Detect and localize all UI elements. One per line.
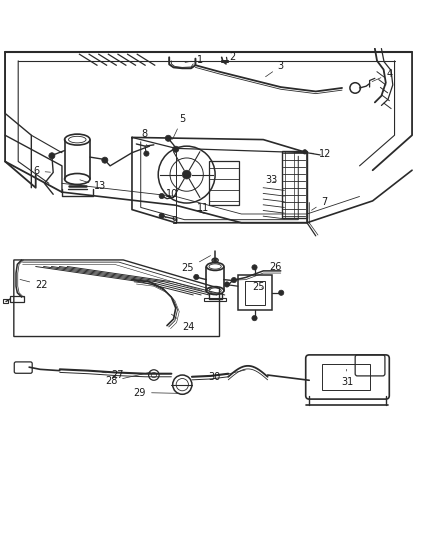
Bar <box>321 364 370 390</box>
Text: 31: 31 <box>341 369 353 386</box>
Circle shape <box>49 153 55 159</box>
Bar <box>4 299 8 303</box>
Circle shape <box>102 157 108 163</box>
Text: 9: 9 <box>165 215 177 225</box>
Circle shape <box>251 265 257 270</box>
Text: 22: 22 <box>20 279 48 290</box>
Text: 3: 3 <box>265 61 283 77</box>
Text: 12: 12 <box>310 149 331 159</box>
Text: 5: 5 <box>172 114 185 139</box>
Text: 33: 33 <box>265 175 277 185</box>
Text: 29: 29 <box>133 387 179 398</box>
Circle shape <box>159 193 164 199</box>
Circle shape <box>278 290 283 295</box>
Text: 7: 7 <box>311 197 327 211</box>
Text: 2: 2 <box>223 52 235 62</box>
Bar <box>244 280 265 305</box>
Circle shape <box>159 213 164 219</box>
Text: 28: 28 <box>105 372 151 386</box>
Text: 4: 4 <box>371 69 392 82</box>
Circle shape <box>182 170 191 179</box>
Circle shape <box>251 316 257 321</box>
Circle shape <box>302 150 306 154</box>
Circle shape <box>224 282 229 287</box>
Circle shape <box>172 146 178 152</box>
Text: 25: 25 <box>181 256 210 273</box>
Text: 30: 30 <box>208 370 245 382</box>
Circle shape <box>144 151 149 156</box>
Text: 24: 24 <box>171 314 194 332</box>
Text: 10: 10 <box>166 189 178 199</box>
Bar <box>11 296 24 302</box>
Bar <box>208 161 239 205</box>
Text: 6: 6 <box>33 166 50 176</box>
Circle shape <box>231 278 236 282</box>
Bar <box>281 150 306 219</box>
Bar <box>204 297 226 301</box>
Circle shape <box>193 274 198 280</box>
Text: 1: 1 <box>184 54 202 64</box>
Text: 11: 11 <box>196 203 208 213</box>
Text: 26: 26 <box>269 262 281 272</box>
Circle shape <box>165 135 171 141</box>
Text: 25: 25 <box>252 282 265 292</box>
Bar <box>237 275 272 310</box>
Circle shape <box>213 259 216 262</box>
Text: 8: 8 <box>141 129 147 147</box>
Text: 13: 13 <box>80 180 106 191</box>
Text: 27: 27 <box>102 370 124 380</box>
